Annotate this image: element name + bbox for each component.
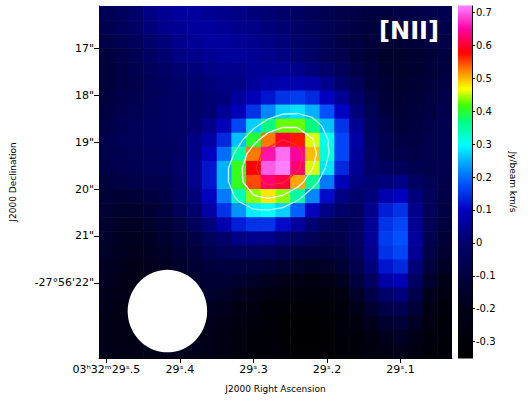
svg-text:0.2: 0.2: [476, 172, 492, 183]
svg-text:J2000 Right Ascension: J2000 Right Ascension: [224, 384, 325, 394]
svg-text:-0.1: -0.1: [476, 270, 496, 281]
svg-text:17": 17": [75, 42, 94, 55]
svg-text:0.3: 0.3: [476, 139, 492, 150]
svg-text:21": 21": [75, 229, 94, 242]
svg-text:-27°56'22": -27°56'22": [34, 276, 94, 289]
svg-text:[NII]: [NII]: [379, 17, 439, 45]
svg-text:J2000 Declination: J2000 Declination: [8, 142, 18, 222]
svg-text:29ˢ.1: 29ˢ.1: [386, 363, 415, 376]
svg-text:03ʰ32ᵐ29ˢ.5: 03ʰ32ᵐ29ˢ.5: [72, 363, 140, 376]
svg-text:Jy/beam km/s: Jy/beam km/s: [508, 150, 518, 212]
svg-text:0.1: 0.1: [476, 204, 492, 215]
svg-text:-0.2: -0.2: [476, 303, 496, 314]
svg-text:0.7: 0.7: [476, 7, 492, 18]
svg-text:20": 20": [75, 183, 94, 196]
svg-text:0.6: 0.6: [476, 40, 492, 51]
svg-text:29ˢ.4: 29ˢ.4: [166, 363, 195, 376]
svg-text:0.4: 0.4: [476, 106, 492, 117]
svg-text:-0.3: -0.3: [476, 336, 496, 347]
svg-text:29ˢ.2: 29ˢ.2: [313, 363, 342, 376]
svg-text:0: 0: [476, 237, 482, 248]
svg-text:18": 18": [75, 89, 94, 102]
svg-text:0.5: 0.5: [476, 73, 492, 84]
svg-text:19": 19": [75, 136, 94, 149]
svg-text:29ˢ.3: 29ˢ.3: [239, 363, 268, 376]
